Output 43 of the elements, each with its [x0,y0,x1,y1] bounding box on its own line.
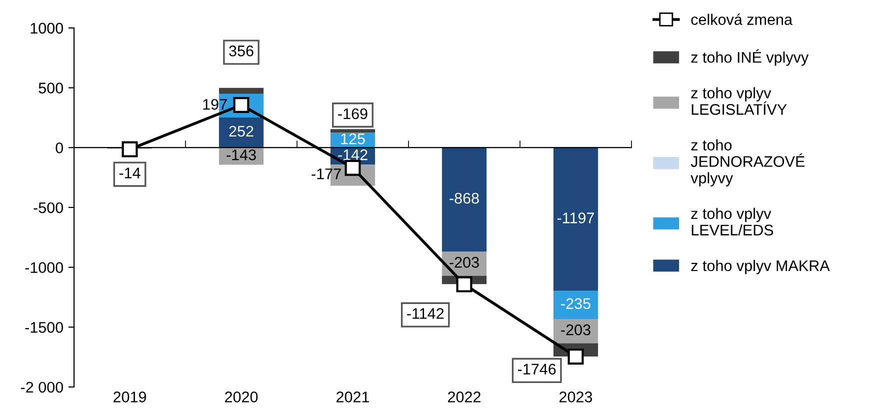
legend-label: z toho vplyv MAKRA [691,260,830,274]
data-label: -868 [450,192,479,204]
y-tick-label: 1000 [30,22,64,34]
data-label: -1197 [557,212,594,224]
x-tick-label: 2019 [114,392,146,402]
bar [553,319,598,344]
y-tick-label: 0 [56,142,64,154]
data-label: -142 [338,149,368,160]
data-label: -14 [119,168,140,178]
data-label: -203 [450,256,479,268]
data-label: -1746 [518,364,556,375]
x-tick-label: 2020 [225,392,258,402]
legend-label: z toho JEDNORAZOVÉ vplyvy [690,139,805,186]
bar [553,290,598,319]
data-label: -235 [561,298,590,310]
data-label: -177 [312,168,341,180]
legend-label: celková zmena [691,14,792,25]
bar [218,117,264,148]
bar [330,129,376,133]
legend-label: z toho vplyv LEGISLATÍVY [691,87,787,115]
data-label: -1142 [407,308,444,319]
bar [553,148,598,291]
data-label: 125 [341,133,365,144]
y-tick-label: 500 [38,82,64,94]
legend-label: z toho INÉ vplyvy [691,49,809,66]
x-tick-label: 2021 [336,392,370,402]
y-tick-label: -1500 [25,322,64,333]
y-tick-label: -500 [34,202,64,214]
y-tick-label: -2 000 [20,382,64,393]
x-tick-label: 2023 [560,392,592,402]
data-label: 252 [229,126,254,137]
x-tick-label: 2022 [448,392,480,402]
point [568,348,584,365]
data-label: -143 [226,149,256,160]
point [456,276,472,292]
data-label: -169 [338,108,368,120]
data-label: 356 [229,46,254,56]
y-tick-label: -1000 [25,262,64,273]
legend-label: z toho vplyv LEVEL/EDS [691,208,774,236]
point [122,141,138,158]
data-label: -203 [561,324,590,336]
bar [218,88,264,94]
bar [442,148,487,252]
